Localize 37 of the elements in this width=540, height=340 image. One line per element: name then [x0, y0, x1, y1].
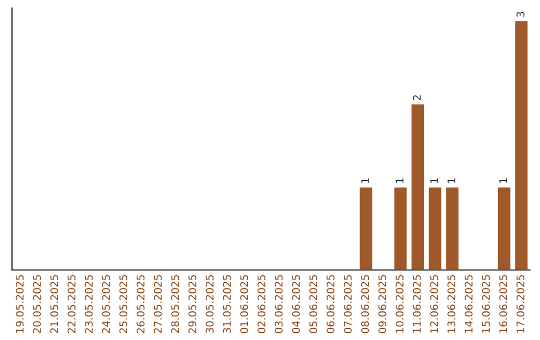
data-label: 1: [499, 178, 507, 183]
x-tick-label: 10.06.2025: [396, 275, 404, 333]
data-label: 1: [396, 178, 404, 183]
data-label: 1: [430, 178, 438, 183]
x-tick-label: 11.06.2025: [412, 275, 421, 333]
x-tick-label: 29.05.2025: [188, 275, 196, 334]
x-tick-label: 24.05.2025: [102, 275, 110, 334]
x-tick-label: 03.06.2025: [274, 275, 283, 334]
x-tick-label: 17.06.2025: [516, 275, 524, 333]
x-tick-label: 30.05.2025: [206, 275, 214, 334]
x-tick-label: 12.06.2025: [430, 275, 438, 333]
x-tick-label: 19.05.2025: [16, 275, 24, 333]
x-tick-label: 13.06.2025: [447, 275, 456, 333]
x-tick-label: 08.06.2025: [361, 275, 369, 334]
x-tick-label: 26.05.2025: [136, 275, 145, 334]
x-tick-label: 31.05.2025: [222, 275, 231, 334]
x-tick-label: 27.05.2025: [154, 275, 162, 334]
data-label: 2: [412, 95, 421, 100]
data-label: 1: [448, 178, 456, 183]
x-tick-label: 16.06.2025: [499, 275, 508, 333]
x-tick-label: 15.06.2025: [482, 275, 490, 333]
x-tick-label: 02.06.2025: [258, 275, 266, 334]
x-tick-label: 07.06.2025: [344, 275, 352, 334]
x-tick-label: 14.06.2025: [464, 275, 473, 333]
x-tick-label: 21.05.2025: [50, 275, 58, 334]
x-tick-label: 04.06.2025: [292, 275, 300, 334]
x-tick-label: 23.05.2025: [84, 275, 93, 334]
x-tick-label: 01.06.2025: [240, 275, 248, 334]
x-tick-label: 25.05.2025: [119, 275, 128, 334]
x-tick-label: 09.06.2025: [378, 275, 386, 334]
x-tick-label: 05.06.2025: [309, 275, 318, 334]
x-tick-label: 28.05.2025: [171, 275, 180, 334]
data-label: 1: [361, 178, 369, 183]
data-label: 3: [516, 12, 524, 17]
x-tick-label: 20.05.2025: [33, 275, 41, 334]
x-tick-label: 06.06.2025: [326, 275, 334, 334]
x-tick-label: 22.05.2025: [68, 275, 76, 334]
